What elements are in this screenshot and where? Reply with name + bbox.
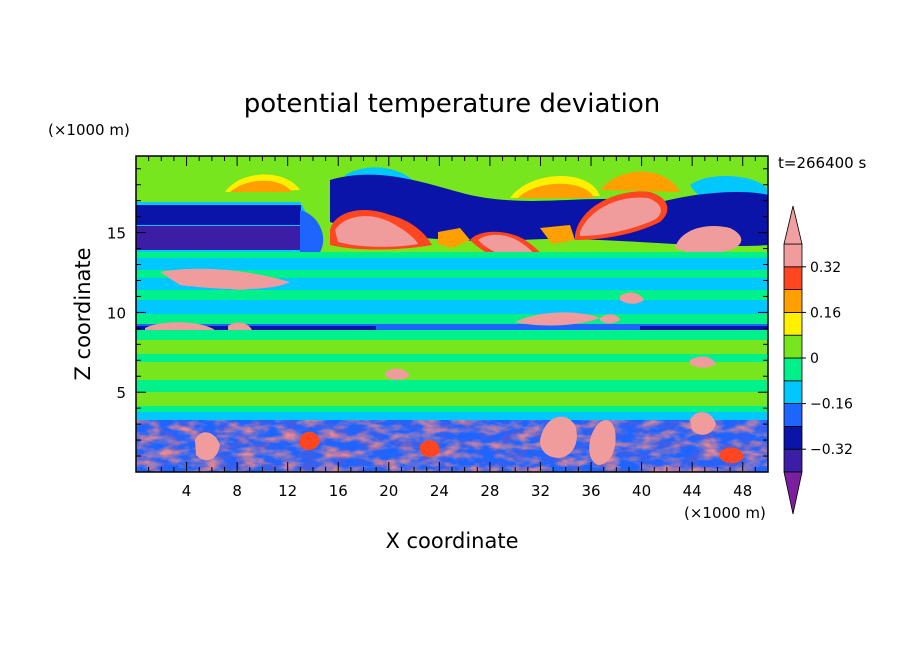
x-tick-label: 44	[683, 482, 702, 500]
y-tick-label: 10	[107, 304, 126, 322]
colorbar-segment	[783, 311, 803, 336]
colorbar: 0.32 0.16 0 −0.16 −0.32	[783, 205, 853, 515]
x-tick-label: 24	[430, 482, 449, 500]
x-tick-label: 16	[329, 482, 348, 500]
field-patch	[230, 180, 292, 192]
field-patch	[300, 210, 324, 255]
field-patch	[330, 174, 768, 247]
field-band	[136, 314, 768, 324]
field-patch	[600, 314, 620, 324]
colorbar-segment	[783, 448, 803, 473]
x-axis: 4 8 12 16 20 24 28 32 36 40 44 48	[148, 156, 756, 500]
field-patch	[720, 447, 744, 464]
field-band	[136, 420, 768, 472]
field-band	[640, 326, 768, 330]
field-band	[136, 290, 768, 300]
field-band	[136, 258, 768, 270]
field-patch	[335, 216, 418, 247]
field-band	[136, 324, 768, 330]
x-tick-label: 28	[480, 482, 499, 500]
field-patch	[580, 197, 661, 236]
y-axis: 5 10 15	[107, 168, 768, 457]
colorbar-tick-label: 0.16	[810, 305, 841, 321]
field-band	[136, 392, 768, 406]
field-band	[136, 252, 768, 258]
field-patch	[540, 416, 577, 458]
field-patch	[600, 171, 680, 192]
field-patch	[620, 292, 644, 304]
field-patch	[518, 183, 594, 198]
field-band	[136, 226, 301, 250]
y-tick-label: 15	[107, 225, 126, 243]
field-band	[136, 205, 301, 225]
field-band	[136, 278, 768, 290]
field-patch	[690, 412, 716, 435]
colorbar-segment	[783, 357, 803, 382]
field-patch	[589, 419, 616, 465]
colorbar-tick-label: −0.16	[810, 397, 853, 413]
field-patch	[385, 368, 410, 380]
x-tick-label: 4	[182, 482, 192, 500]
field-patch	[438, 228, 470, 248]
field-band	[136, 330, 768, 340]
field-band	[136, 326, 376, 330]
x-axis-label: X coordinate	[385, 529, 518, 553]
x-tick-label: 8	[232, 482, 242, 500]
colorbar-tick-label: 0	[810, 351, 819, 367]
x-tick-label: 36	[581, 482, 600, 500]
colorbar-segment	[783, 289, 803, 313]
colorbar-tick-label: 0.32	[810, 260, 841, 276]
y-axis-label: Z coordinate	[71, 247, 95, 380]
colorbar-segment	[783, 243, 803, 268]
colorbar-segment	[783, 425, 803, 450]
x-axis-unit: (×1000 m)	[684, 504, 766, 522]
field-patch	[195, 432, 220, 461]
x-tick-label: 40	[632, 482, 651, 500]
colorbar-extend-bottom	[783, 471, 803, 515]
x-tick-label: 48	[733, 482, 752, 500]
colorbar-segment	[783, 380, 803, 404]
field-band	[136, 300, 768, 314]
field-band	[136, 412, 768, 420]
field-patch	[160, 268, 290, 290]
field-patch	[690, 356, 716, 368]
colorbar-segment	[783, 334, 803, 359]
y-tick-label: 5	[116, 384, 126, 402]
field-patch	[675, 226, 742, 254]
field-band	[136, 270, 768, 278]
field-patch	[300, 431, 320, 451]
x-tick-label: 32	[531, 482, 550, 500]
x-tick-label: 12	[278, 482, 297, 500]
x-tick-label: 20	[379, 482, 398, 500]
field-patch	[540, 225, 575, 244]
field-patch	[515, 312, 600, 326]
colorbar-tick-label: −0.32	[810, 442, 853, 458]
time-label: t=266400 s	[778, 154, 866, 172]
colorbar-extend-top	[783, 205, 803, 245]
heatmap-field	[136, 156, 768, 472]
colorbar-segment	[783, 266, 803, 290]
colorbar-segment	[783, 403, 803, 427]
y-axis-unit: (×1000 m)	[48, 121, 130, 139]
field-band	[136, 354, 768, 362]
chart-title: potential temperature deviation	[244, 89, 660, 119]
field-patch	[420, 440, 440, 458]
